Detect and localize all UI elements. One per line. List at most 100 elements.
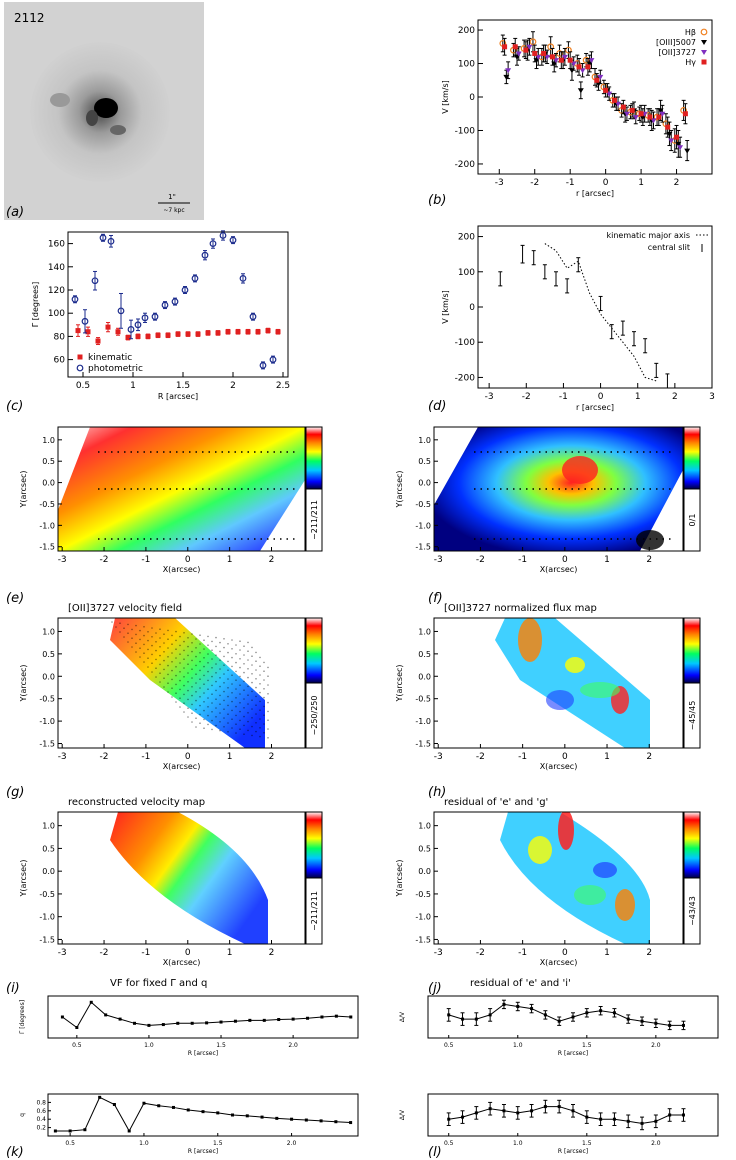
- panel-a: 2112 1" ~7 kpc: [4, 2, 204, 220]
- grid-dot: [135, 642, 137, 644]
- grid-dot: [203, 727, 205, 729]
- grid-dot: [195, 699, 197, 702]
- grid-dot: [223, 646, 225, 649]
- data-point: [277, 1018, 281, 1022]
- residual-map: [500, 812, 650, 944]
- x-tick-label: 2: [230, 381, 236, 391]
- grid-dot: [263, 732, 265, 734]
- grid-dot: [243, 654, 245, 656]
- scale-bar-top-label: 1": [168, 193, 176, 201]
- data-point: [219, 1020, 223, 1024]
- grid-dot: [139, 656, 141, 658]
- legend-label: central slit: [648, 243, 690, 252]
- data-point: [461, 1017, 465, 1021]
- grid-dot: [207, 706, 209, 708]
- data-point: [668, 138, 675, 144]
- grid-dot: [223, 673, 225, 675]
- x-tick-label: 0: [603, 178, 609, 188]
- data-point: [75, 1026, 79, 1029]
- grid-dot: [211, 702, 213, 704]
- y-tick-label: 100: [48, 309, 65, 319]
- legend-marker: [700, 28, 708, 36]
- grid-dot: [175, 674, 177, 677]
- data-point: [597, 74, 604, 80]
- grid-dot: [147, 639, 149, 642]
- grid-dot: [199, 678, 201, 680]
- grid-dot: [231, 727, 233, 729]
- x-tick-label: 1: [227, 948, 233, 958]
- grid-dot: [159, 646, 161, 648]
- y-tick-label: -200: [455, 373, 476, 383]
- data-point: [118, 1017, 122, 1021]
- data-point: [260, 1115, 264, 1119]
- x-tick-label: 1.0: [144, 1042, 154, 1049]
- grid-dot: [239, 649, 241, 651]
- grid-dot: [247, 703, 249, 705]
- grid-dot: [207, 644, 209, 646]
- data-point: [201, 1110, 205, 1114]
- x-axis-label: r [arcsec]: [576, 403, 614, 412]
- grid-dot: [263, 705, 265, 708]
- grid-dot: [187, 698, 189, 701]
- data-point: [579, 68, 586, 74]
- grid-dot: [203, 692, 205, 694]
- data-point: [557, 1019, 561, 1023]
- grid-dot: [255, 722, 257, 724]
- legend-marker: [701, 50, 707, 55]
- grid-dot: [199, 696, 201, 698]
- grid-dot: [143, 634, 145, 637]
- grid-dot: [243, 715, 245, 718]
- legend-marker: [701, 59, 707, 65]
- data-point: [561, 54, 568, 60]
- grid-dot: [207, 688, 209, 690]
- y-tick-label: 160: [48, 240, 65, 250]
- legend-marker: [76, 364, 84, 372]
- grid-dot: [259, 735, 261, 738]
- grid-dot: [247, 641, 249, 644]
- grid-dot: [199, 722, 201, 724]
- x-tick-label: 0: [598, 392, 604, 402]
- grid-dot: [223, 664, 225, 666]
- data-point: [215, 330, 221, 336]
- data-point: [269, 356, 277, 364]
- grid-dot: [195, 691, 197, 693]
- grid-dot: [207, 635, 209, 638]
- data-point: [209, 240, 217, 248]
- y-tick-label: 1.0: [418, 822, 431, 831]
- data-point: [623, 111, 630, 117]
- data-point: [447, 1117, 451, 1121]
- grid-dot: [179, 679, 181, 682]
- grid-dot: [243, 733, 245, 735]
- panel-g-map: [110, 618, 269, 748]
- y-tick-label: 0: [469, 303, 475, 313]
- data-point: [216, 1111, 220, 1115]
- data-point: [558, 57, 564, 63]
- y-tick-label: -1.0: [39, 913, 55, 922]
- grid-dot: [195, 726, 197, 728]
- grid-dot: [207, 723, 209, 726]
- grid-dot: [187, 707, 189, 709]
- x-tick-label: 0: [185, 948, 191, 958]
- grid-dot: [219, 685, 221, 688]
- grid-dot: [175, 657, 177, 659]
- y-tick-label: 0.5: [42, 844, 55, 853]
- x-tick-label: 2: [674, 178, 680, 188]
- grid-dot: [143, 652, 145, 654]
- y-tick-label: -0.5: [39, 500, 55, 509]
- data-point: [191, 275, 199, 282]
- grid-dot: [123, 636, 125, 638]
- panel-label: (k): [6, 1145, 24, 1160]
- y-axis-label: Γ [degrees]: [31, 282, 40, 327]
- grid-dot: [251, 664, 253, 666]
- y-axis-label: V [km/s]: [441, 80, 450, 114]
- grid-dot: [235, 688, 237, 690]
- data-point: [594, 77, 600, 83]
- grid-dot: [219, 703, 221, 705]
- axes-frame: [433, 617, 684, 749]
- grid-dot: [167, 682, 169, 684]
- y-tick-label: 120: [48, 286, 65, 296]
- grid-dot: [227, 704, 229, 707]
- panel-label: (c): [6, 399, 23, 414]
- x-tick-label: 2: [672, 392, 678, 402]
- data-point: [89, 1000, 93, 1004]
